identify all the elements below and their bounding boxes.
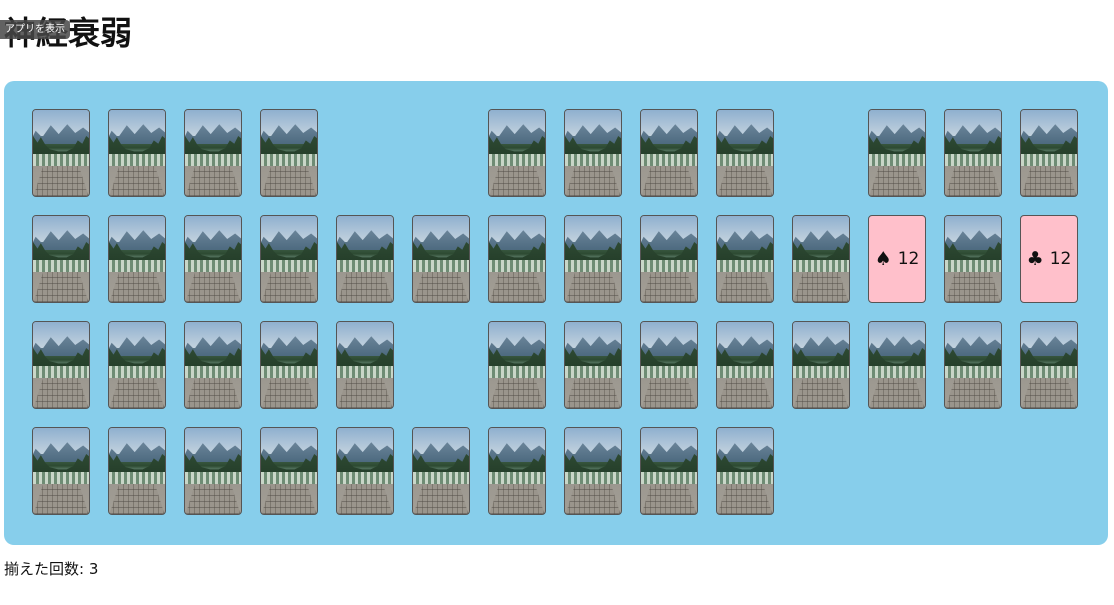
card-face-down[interactable] (184, 215, 242, 303)
card-rank: 12 (897, 249, 920, 269)
card-face-down[interactable] (32, 215, 90, 303)
card-suit: ♠ (874, 248, 892, 270)
card-face-down[interactable] (412, 427, 470, 515)
card-face-down[interactable] (716, 109, 774, 197)
card-face-down[interactable] (564, 321, 622, 409)
card-face-down[interactable] (564, 109, 622, 197)
card-face-down[interactable] (336, 427, 394, 515)
card-face-down[interactable] (716, 427, 774, 515)
card-face-down[interactable] (184, 321, 242, 409)
card-face-down[interactable] (792, 321, 850, 409)
card-face-up[interactable]: ♠ 12 (868, 215, 926, 303)
card-face-down[interactable] (184, 427, 242, 515)
card-face-down[interactable] (108, 215, 166, 303)
card-face-down[interactable] (260, 109, 318, 197)
card-face-up[interactable]: ♣ 12 (1020, 215, 1078, 303)
card-face-down[interactable] (336, 321, 394, 409)
card-face-down[interactable] (716, 321, 774, 409)
card-face-down[interactable] (564, 427, 622, 515)
card-face-down[interactable] (640, 427, 698, 515)
card-face-down[interactable] (868, 321, 926, 409)
card-face-down[interactable] (488, 427, 546, 515)
card-face-down[interactable] (32, 109, 90, 197)
card-face-down[interactable] (260, 321, 318, 409)
card-face-down[interactable] (944, 109, 1002, 197)
card-face-down[interactable] (944, 215, 1002, 303)
card-face-down[interactable] (564, 215, 622, 303)
card-face-down[interactable] (488, 109, 546, 197)
card-face-down[interactable] (108, 109, 166, 197)
card-face-down[interactable] (1020, 109, 1078, 197)
card-face-down[interactable] (792, 215, 850, 303)
card-rank: 12 (1049, 249, 1072, 269)
card-face-down[interactable] (336, 215, 394, 303)
show-app-badge[interactable]: アプリを表示 (0, 20, 70, 39)
card-face-down[interactable] (1020, 321, 1078, 409)
card-face-down[interactable] (260, 215, 318, 303)
card-face-down[interactable] (944, 321, 1002, 409)
card-suit: ♣ (1026, 248, 1044, 270)
card-face-down[interactable] (32, 321, 90, 409)
card-face-down[interactable] (488, 215, 546, 303)
card-face-down[interactable] (640, 215, 698, 303)
card-face-down[interactable] (184, 109, 242, 197)
match-count: 揃えた回数: 3 (4, 560, 99, 578)
card-face-down[interactable] (108, 427, 166, 515)
card-face-down[interactable] (716, 215, 774, 303)
card-face-down[interactable] (32, 427, 90, 515)
card-face-down[interactable] (412, 215, 470, 303)
card-face-down[interactable] (260, 427, 318, 515)
card-face-down[interactable] (640, 109, 698, 197)
card-face-down[interactable] (488, 321, 546, 409)
card-face-down[interactable] (868, 109, 926, 197)
card-face-down[interactable] (640, 321, 698, 409)
card-face-down[interactable] (108, 321, 166, 409)
card-board: ♠ 12 ♣ 12 (4, 81, 1108, 545)
